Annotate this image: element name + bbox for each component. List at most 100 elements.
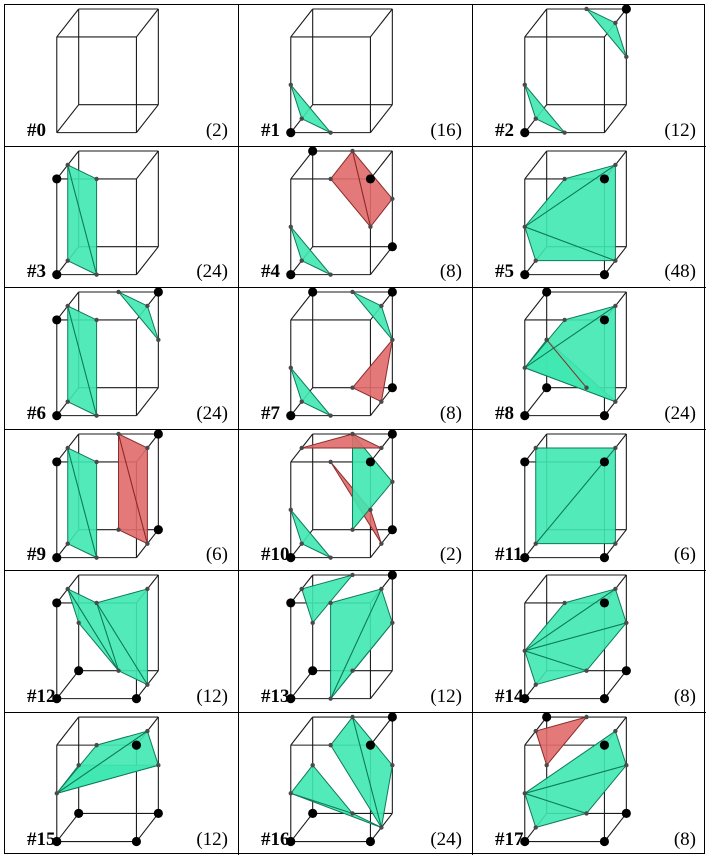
edge-intersection-point (328, 555, 333, 560)
edge-intersection-point (613, 445, 618, 450)
cube-diagram (52, 150, 159, 279)
case-count: (8) (439, 402, 462, 424)
marked-vertex (131, 740, 142, 750)
case-label: #15 (27, 828, 56, 850)
edge-intersection-point (350, 714, 355, 720)
cube-diagram (52, 716, 163, 847)
cube-edge (136, 813, 159, 842)
case-count: (6) (205, 544, 228, 566)
marked-vertex (286, 836, 296, 847)
case-count: (8) (439, 261, 462, 283)
red-triangle (301, 433, 382, 449)
edge-intersection-point (116, 289, 121, 295)
marked-vertex (387, 524, 397, 535)
marked-vertex (520, 457, 530, 467)
cube-diagram (520, 150, 627, 279)
marked-vertex (365, 740, 376, 750)
cube-edge (136, 150, 159, 179)
edge-intersection-point (76, 621, 81, 626)
case-label: #10 (261, 544, 290, 566)
edge-intersection-point (350, 573, 355, 578)
case-cell: #4 (8) (239, 146, 473, 289)
case-count: (8) (673, 828, 696, 850)
cube-edge (136, 104, 159, 133)
cube-edge (370, 150, 393, 179)
edge-intersection-point (390, 337, 395, 343)
marked-vertex (387, 571, 397, 580)
green-triangle (67, 447, 98, 558)
case-cell: #0 (2) (5, 5, 239, 147)
edge-intersection-point (562, 130, 567, 135)
case-cell: #1 (16) (239, 5, 473, 147)
marked-vertex (74, 666, 84, 676)
green-triangle (290, 367, 332, 417)
case-count: (12) (664, 119, 696, 141)
edge-intersection-point (522, 224, 527, 229)
edge-intersection-point (116, 668, 121, 674)
edge-intersection-point (156, 337, 161, 343)
marked-vertex (621, 666, 631, 676)
edge-intersection-point (288, 224, 293, 229)
green-triangle (524, 588, 616, 652)
edge-intersection-point (288, 82, 293, 87)
edge-intersection-point (76, 762, 81, 768)
marked-vertex (520, 694, 530, 704)
cube-edge (524, 575, 548, 604)
case-label: #1 (261, 119, 280, 141)
marked-vertex (153, 288, 163, 297)
edge-intersection-point (350, 385, 355, 391)
green-triangle (290, 509, 332, 558)
edge-intersection-point (65, 541, 70, 546)
edge-intersection-point (390, 479, 395, 484)
edge-intersection-point (328, 601, 333, 606)
case-label: #17 (495, 828, 524, 850)
edge-intersection-point (624, 762, 629, 768)
edge-intersection-point (613, 162, 618, 167)
cube-edge (56, 670, 80, 700)
case-label: #3 (27, 261, 46, 283)
marked-vertex (308, 146, 318, 156)
marked-vertex (387, 241, 397, 251)
marked-vertex (542, 288, 552, 297)
green-triangle (56, 730, 148, 794)
edge-intersection-point (379, 541, 384, 546)
cube-diagram (286, 429, 397, 562)
cube-edge (370, 670, 393, 700)
marked-vertex (52, 411, 62, 421)
green-triangle (330, 588, 382, 700)
cube-diagram (286, 8, 393, 138)
green-triangle (524, 164, 616, 227)
case-label: #8 (495, 402, 514, 424)
case-cell: #2 (12) (473, 5, 706, 147)
edge-intersection-point (584, 668, 589, 674)
case-label: #13 (261, 685, 290, 707)
marked-vertex (365, 457, 376, 467)
marked-vertex (52, 173, 62, 184)
cube-edge (524, 8, 548, 38)
cube-edge (290, 813, 314, 842)
edge-intersection-point (94, 272, 99, 277)
marked-vertex (153, 524, 163, 535)
case-count: (12) (196, 685, 228, 707)
case-count: (6) (673, 544, 696, 566)
edge-intersection-point (390, 621, 395, 626)
cube-edge (56, 716, 80, 746)
edge-intersection-point (613, 303, 618, 309)
marked-vertex (599, 694, 610, 704)
case-count: (24) (196, 261, 228, 283)
marked-vertex (286, 411, 296, 421)
case-cell: #13 (12) (239, 571, 473, 713)
case-count: (8) (673, 685, 696, 707)
edge-intersection-point (65, 303, 70, 309)
green-triangle (67, 164, 98, 275)
cube-edge (56, 8, 80, 38)
edge-intersection-point (116, 527, 121, 532)
cube-diagram (286, 712, 397, 847)
edge-intersection-point (288, 365, 293, 371)
cube-diagram (520, 288, 627, 421)
marked-vertex (520, 269, 530, 279)
case-label: #16 (261, 828, 290, 850)
edge-intersection-point (562, 601, 567, 606)
case-count: (2) (205, 119, 228, 141)
marked-vertex (308, 808, 318, 819)
